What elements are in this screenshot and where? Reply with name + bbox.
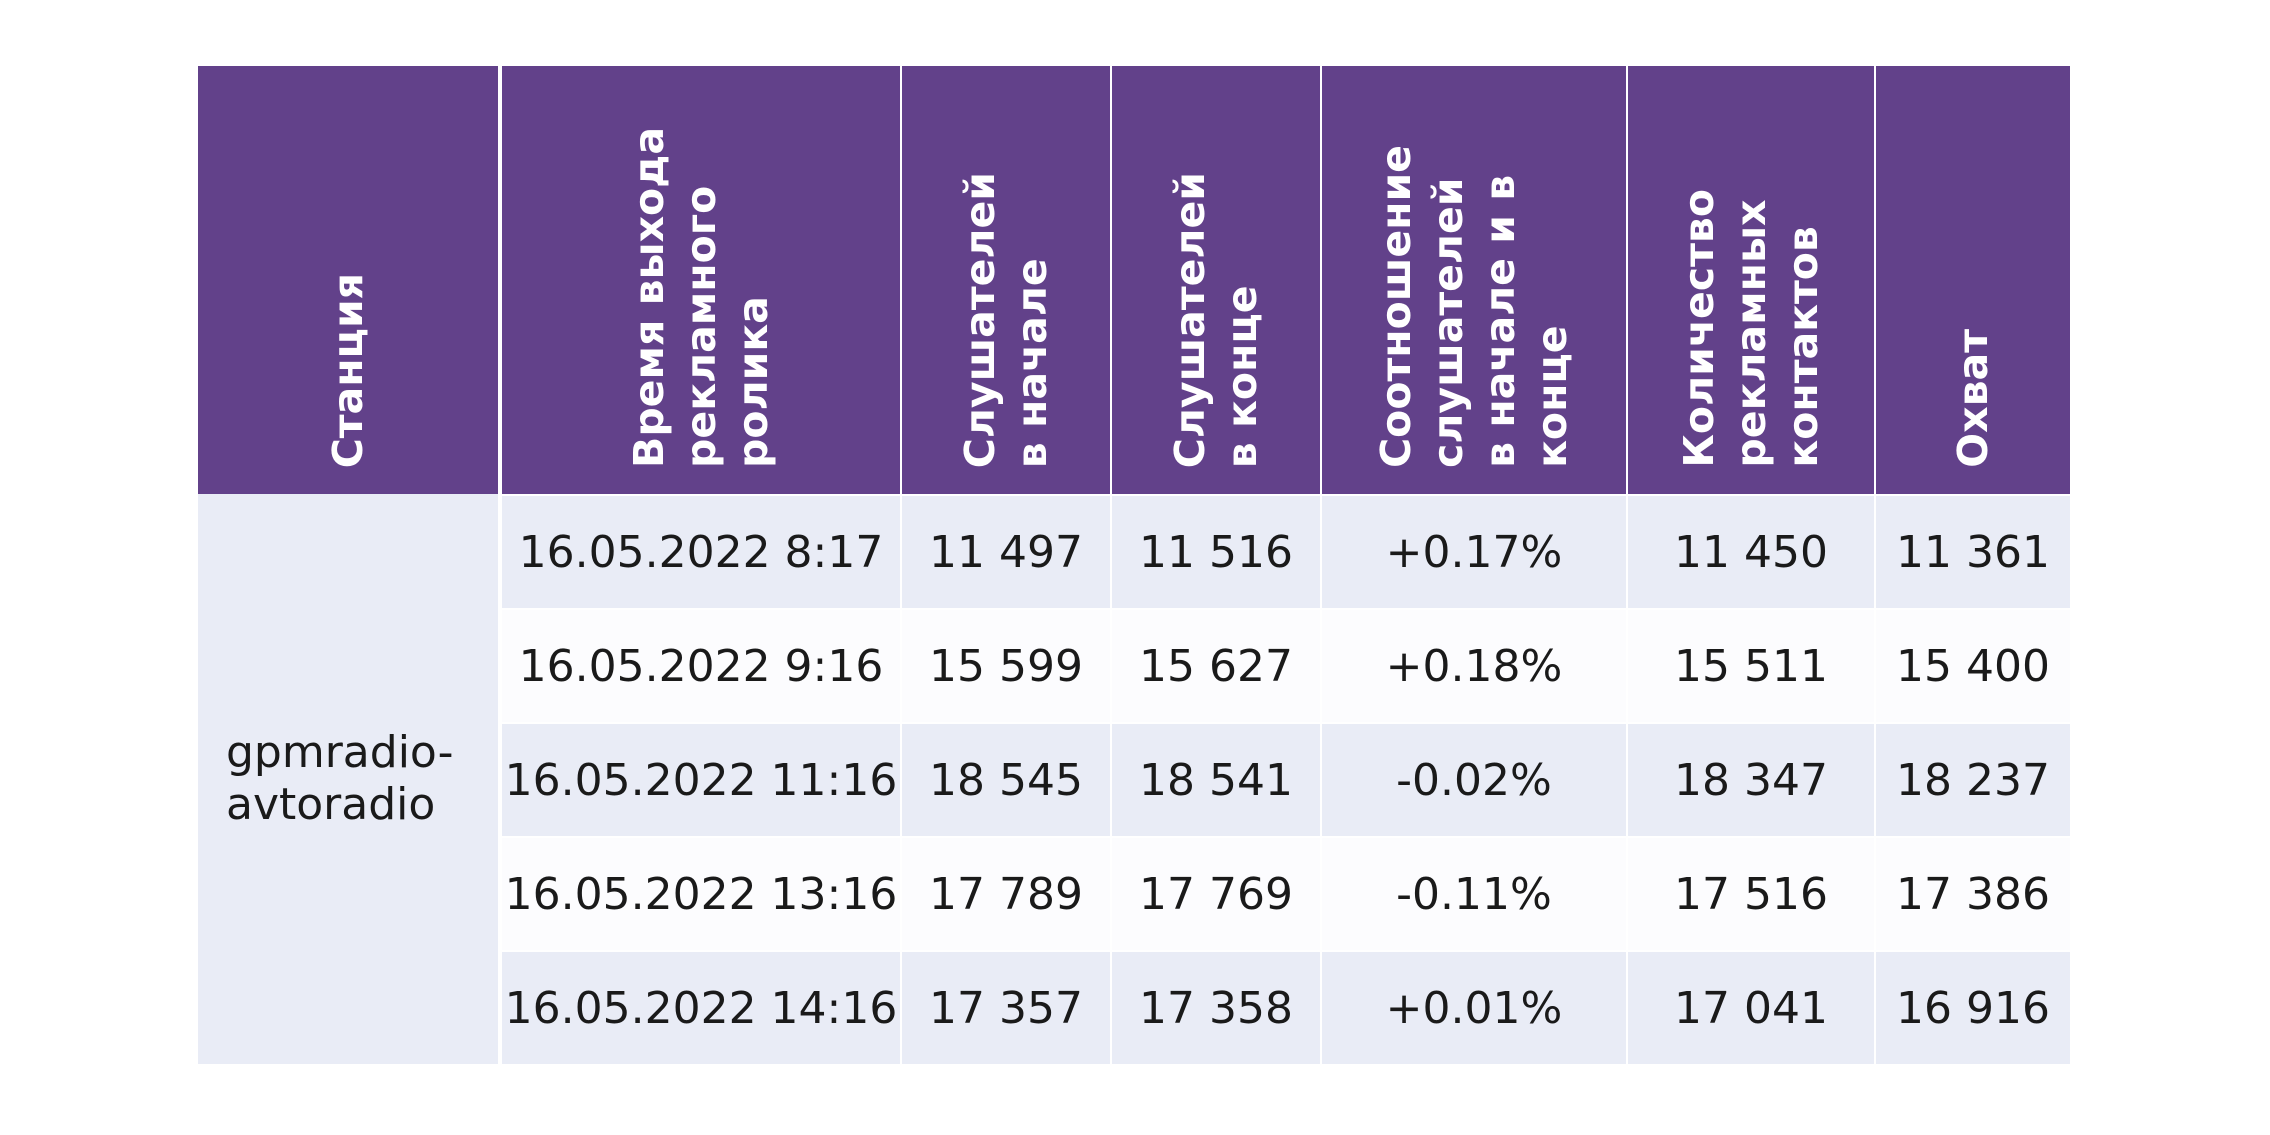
air-time-cell: 16.05.2022 13:16 xyxy=(502,836,902,950)
listeners-start-cell: 15 599 xyxy=(902,608,1112,722)
table-row: gpmradio- avtoradio 16.05.2022 8:17 11 4… xyxy=(198,494,2070,1064)
reach-cell: 16 916 xyxy=(1876,950,2070,1064)
listeners-start-cell: 11 497 xyxy=(902,494,1112,608)
ratio-cell: -0.02% xyxy=(1322,722,1628,836)
listeners-start-cell: 18 545 xyxy=(902,722,1112,836)
ad-contacts-cell: 17 041 xyxy=(1628,950,1876,1064)
table-body: gpmradio- avtoradio 16.05.2022 8:17 11 4… xyxy=(198,494,2070,1064)
reach-cell: 18 237 xyxy=(1876,722,2070,836)
header-reach: Охват xyxy=(1876,66,2070,494)
ratio-cell: +0.18% xyxy=(1322,608,1628,722)
header-listeners-start-label: Слушателей в начале xyxy=(956,171,1056,468)
listeners-end-cell: 17 358 xyxy=(1112,950,1322,1064)
listeners-end-cell: 11 516 xyxy=(1112,494,1322,608)
header-ad-contacts: Количество рекламных контактов xyxy=(1628,66,1876,494)
header-station: Станция xyxy=(198,66,502,494)
listeners-end-cell: 17 769 xyxy=(1112,836,1322,950)
header-row: Станция Время выхода рекламного ролика С… xyxy=(198,66,2070,494)
reach-cell: 15 400 xyxy=(1876,608,2070,722)
listeners-end-cell: 18 541 xyxy=(1112,722,1322,836)
ad-contacts-cell: 17 516 xyxy=(1628,836,1876,950)
data-table: Станция Время выхода рекламного ролика С… xyxy=(198,66,2070,1064)
air-time-cell: 16.05.2022 11:16 xyxy=(502,722,902,836)
table-row: 16.05.2022 14:16 17 357 17 358 +0.01% 17… xyxy=(198,950,2070,1064)
listeners-start-cell: 17 789 xyxy=(902,836,1112,950)
listeners-start-cell: 17 357 xyxy=(902,950,1112,1064)
header-listeners-end: Слушателей в конце xyxy=(1112,66,1322,494)
header-air-time-label: Время выхода рекламного ролика xyxy=(625,127,777,468)
header-listeners-end-label: Слушателей в конце xyxy=(1166,171,1266,468)
header-listeners-start: Слушателей в начале xyxy=(902,66,1112,494)
table-header: Станция Время выхода рекламного ролика С… xyxy=(198,66,2070,494)
ad-contacts-cell: 18 347 xyxy=(1628,722,1876,836)
ad-contacts-cell: 11 450 xyxy=(1628,494,1876,608)
header-ad-contacts-label: Количество рекламных контактов xyxy=(1675,189,1827,468)
table-row: 16.05.2022 9:16 15 599 15 627 +0.18% 15 … xyxy=(198,608,2070,722)
ad-contacts-cell: 15 511 xyxy=(1628,608,1876,722)
table-row: 16.05.2022 13:16 17 789 17 769 -0.11% 17… xyxy=(198,836,2070,950)
table-row: 16.05.2022 11:16 18 545 18 541 -0.02% 18… xyxy=(198,722,2070,836)
ratio-cell: -0.11% xyxy=(1322,836,1628,950)
ratio-cell: +0.17% xyxy=(1322,494,1628,608)
air-time-cell: 16.05.2022 9:16 xyxy=(502,608,902,722)
listeners-end-cell: 15 627 xyxy=(1112,608,1322,722)
reach-cell: 17 386 xyxy=(1876,836,2070,950)
header-ratio-label: Соотношение слушателей в начале и в конц… xyxy=(1372,145,1576,468)
header-reach-label: Охват xyxy=(1949,329,1997,468)
reach-cell: 11 361 xyxy=(1876,494,2070,608)
header-air-time: Время выхода рекламного ролика xyxy=(502,66,902,494)
air-time-cell: 16.05.2022 8:17 xyxy=(502,494,902,608)
ratio-cell: +0.01% xyxy=(1322,950,1628,1064)
header-ratio: Соотношение слушателей в начале и в конц… xyxy=(1322,66,1628,494)
air-time-cell: 16.05.2022 14:16 xyxy=(502,950,902,1064)
header-station-label: Станция xyxy=(324,272,372,468)
station-cell: gpmradio- avtoradio xyxy=(198,494,502,1064)
